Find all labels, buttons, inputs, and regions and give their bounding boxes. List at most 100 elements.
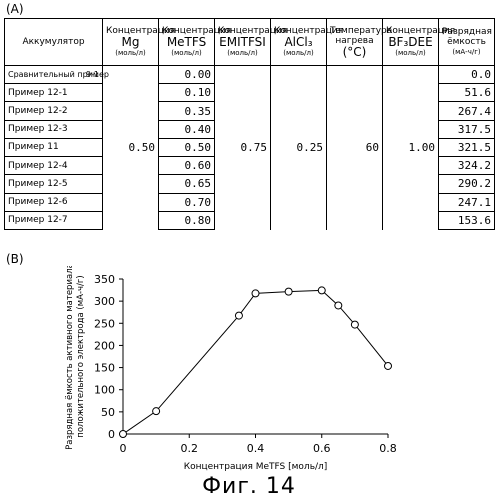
metfs-value-cell: 0.65 [159,175,215,193]
data-point [318,287,325,294]
capacity-value-cell: 321.5 [439,138,495,156]
capacity-value-cell: 290.2 [439,175,495,193]
bf3dee-merged-cell [383,102,439,120]
battery-name-cell: Пример 12-3 [5,120,103,138]
metfs-value-cell: 0.10 [159,84,215,102]
header-alcl3: Концентрация AlCl₃ (моль/л) [271,19,327,66]
mg-merged-cell [103,175,159,193]
capacity-value-cell: 324.2 [439,157,495,175]
mg-merged-cell [103,66,159,84]
mg-merged-cell [103,193,159,211]
bf3dee-merged-cell [383,84,439,102]
y-tick-label: 50 [101,406,115,419]
table-row: 9-1Сравнительный пример0.000.0 [5,66,495,84]
emitfsi-merged-cell [215,193,271,211]
emitfsi-merged-cell [215,157,271,175]
x-tick-label: 0.2 [181,442,199,455]
header-mg: Концентрация Mg (моль/л) [103,19,159,66]
header-metfs: Концентрация MeTFS (моль/л) [159,19,215,66]
temp-merged-cell [327,193,383,211]
bf3dee-merged-cell [383,211,439,229]
capacity-value-cell: 247.1 [439,193,495,211]
table-row: Пример 110.500.500.750.25601.00321.5 [5,138,495,156]
capacity-value-cell: 51.6 [439,84,495,102]
bf3dee-merged-cell [383,193,439,211]
emitfsi-merged-cell [215,84,271,102]
alcl3-merged-cell [271,193,327,211]
metfs-value-cell: 0.40 [159,120,215,138]
battery-name-cell: Пример 12-7 [5,211,103,229]
alcl3-merged-cell [271,120,327,138]
y-axis-label-line1: Разрядная ёмкость активного материала [65,266,75,450]
battery-name-cell: Пример 12-1 [5,84,103,102]
data-point [351,321,358,328]
capacity-value-cell: 153.6 [439,211,495,229]
table-row: Пример 12-1 0.10 51.6 [5,84,495,102]
y-axis-label-line2: положительного электрода (мА-ч/г) [76,275,86,437]
alcl3-merged-cell [271,102,327,120]
metfs-value-cell: 0.35 [159,102,215,120]
emitfsi-merged-cell [215,120,271,138]
bf3dee-merged-cell [383,175,439,193]
metfs-value-cell: 0.80 [159,211,215,229]
x-tick-label: 0.6 [313,442,331,455]
data-table: Аккумулятор Концентрация Mg (моль/л) Кон… [4,18,495,230]
header-bf3dee: Концентрация BF₃DEE (моль/л) [383,19,439,66]
panel-b-label: (B) [6,252,24,266]
data-point [285,288,292,295]
data-point [252,290,259,297]
table-header-row: Аккумулятор Концентрация Mg (моль/л) Кон… [5,19,495,66]
capacity-value-cell: 267.4 [439,102,495,120]
x-tick-label: 0 [120,442,127,455]
bf3dee-merged-cell [383,120,439,138]
temp-merged-cell [327,157,383,175]
mg-merged-cell [103,102,159,120]
table-row: Пример 12-7 0.80 153.6 [5,211,495,229]
table-row: Пример 12-20.35267.4 [5,102,495,120]
y-tick-label: 150 [94,362,115,375]
x-tick-label: 0.4 [247,442,265,455]
y-tick-label: 200 [94,339,115,352]
y-tick-label: 100 [94,384,115,397]
header-battery: Аккумулятор [5,19,103,66]
metfs-value-cell: 0.50 [159,138,215,156]
y-tick-label: 300 [94,295,115,308]
emitfsi-merged-cell [215,102,271,120]
emitfsi-merged-cell [215,175,271,193]
series-line [123,290,388,434]
header-emitfsi: Концентрация EMITFSI (моль/л) [215,19,271,66]
battery-name-cell: 9-1Сравнительный пример [5,66,103,84]
alcl3-merged-cell [271,84,327,102]
emitfsi-constant-cell: 0.75 [215,138,271,156]
temp-merged-cell [327,66,383,84]
data-point [153,408,160,415]
battery-name-cell: Пример 12-5 [5,175,103,193]
temp-constant-cell: 60 [327,138,383,156]
mg-merged-cell [103,157,159,175]
battery-name-cell: Пример 11 [5,138,103,156]
battery-name-cell: Пример 12-6 [5,193,103,211]
y-tick-label: 350 [94,273,115,286]
data-point [385,362,392,369]
mg-constant-cell: 0.50 [103,138,159,156]
temp-merged-cell [327,175,383,193]
temp-merged-cell [327,102,383,120]
y-tick-label: 0 [108,428,115,441]
table-row: Пример 12-30.40317.5 [5,120,495,138]
emitfsi-merged-cell [215,211,271,229]
header-temperature: Температура нагрева (°C) [327,19,383,66]
panel-a-label: (A) [6,2,24,16]
x-axis-label: Концентрация MeTFS [моль/л] [184,462,328,472]
capacity-value-cell: 0.0 [439,66,495,84]
data-point [335,302,342,309]
y-tick-label: 250 [94,317,115,330]
mg-merged-cell [103,211,159,229]
bf3dee-merged-cell [383,66,439,84]
capacity-chart: 05010015020025030035000.20.40.60.8Концен… [60,266,490,476]
alcl3-merged-cell [271,66,327,84]
bf3dee-merged-cell [383,157,439,175]
battery-name-cell: Пример 12-4 [5,157,103,175]
table-row: Пример 12-5 0.65 290.2 [5,175,495,193]
alcl3-merged-cell [271,211,327,229]
table-row: Пример 12-60.70247.1 [5,193,495,211]
